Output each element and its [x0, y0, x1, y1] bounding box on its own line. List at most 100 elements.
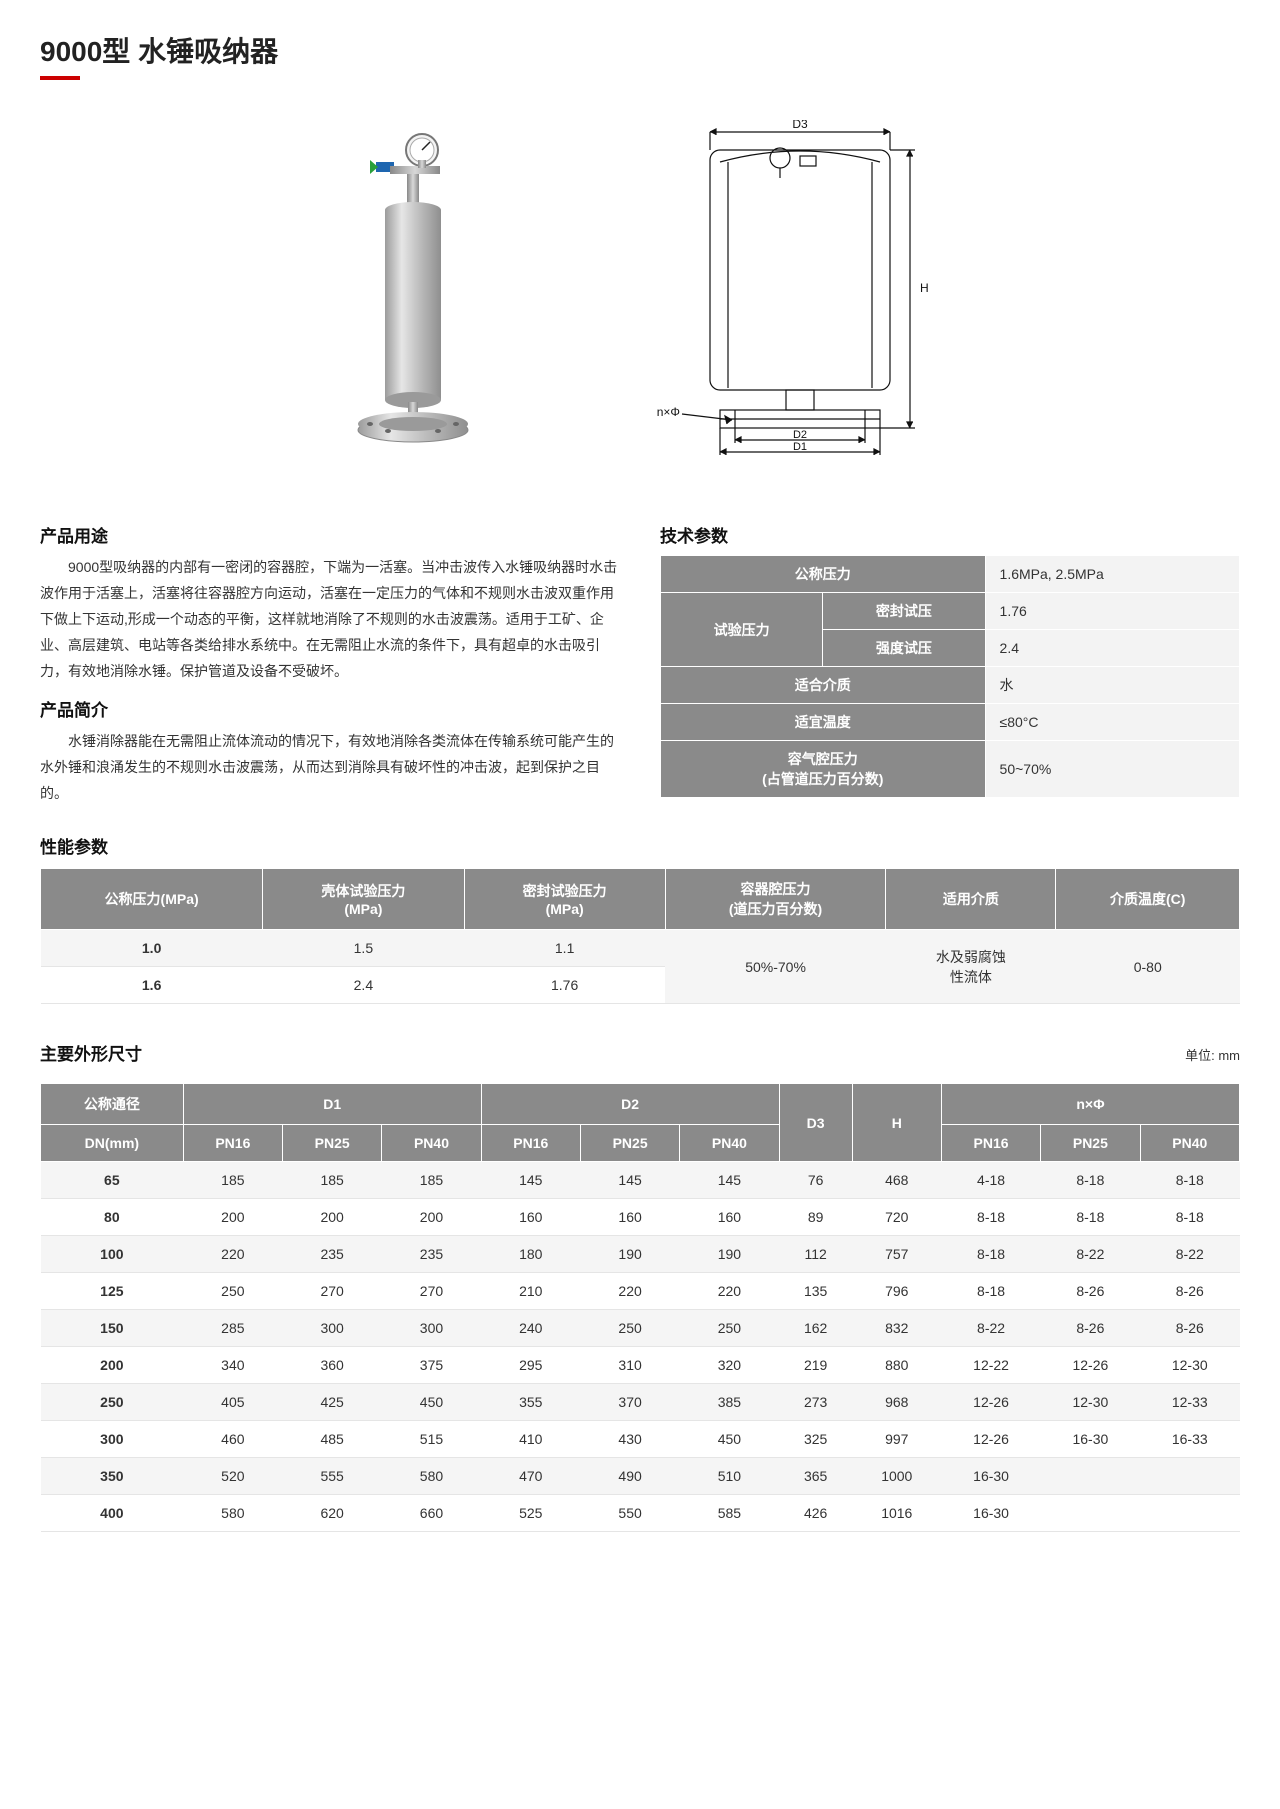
- cell: 220: [680, 1273, 779, 1310]
- cell: 720: [852, 1199, 941, 1236]
- cell: 525: [481, 1495, 580, 1532]
- top-images-row: D3 H n×Φ: [40, 110, 1240, 480]
- cell: 426: [779, 1495, 852, 1532]
- cell: 16-30: [941, 1495, 1040, 1532]
- cell: 968: [852, 1384, 941, 1421]
- cell: 250: [183, 1273, 282, 1310]
- cell: 320: [680, 1347, 779, 1384]
- cell: 16-33: [1140, 1421, 1239, 1458]
- cell: 273: [779, 1384, 852, 1421]
- table-header-row: 公称通径 D1 D2 D3 H n×Φ: [41, 1084, 1240, 1125]
- cell: 190: [680, 1236, 779, 1273]
- cell: 485: [283, 1421, 382, 1458]
- cell: 375: [382, 1347, 481, 1384]
- cell: 240: [481, 1310, 580, 1347]
- section-dims-heading: 主要外形尺寸: [40, 1040, 142, 1065]
- cell: 12-33: [1140, 1384, 1239, 1421]
- cell: [1041, 1495, 1140, 1532]
- cell: 400: [41, 1495, 184, 1532]
- tech-value: 水: [985, 667, 1239, 704]
- cell: 385: [680, 1384, 779, 1421]
- col-header: PN16: [183, 1125, 282, 1162]
- cell: 185: [183, 1162, 282, 1199]
- cell: 270: [283, 1273, 382, 1310]
- table-row: 20034036037529531032021988012-2212-2612-…: [41, 1347, 1240, 1384]
- cell: 405: [183, 1384, 282, 1421]
- cell: 490: [580, 1458, 679, 1495]
- table-row: 1502853003002402502501628328-228-268-26: [41, 1310, 1240, 1347]
- cell: 220: [183, 1236, 282, 1273]
- cell: 8-18: [1140, 1199, 1239, 1236]
- cell: 200: [382, 1199, 481, 1236]
- cell: 135: [779, 1273, 852, 1310]
- dims-unit-label: 单位: mm: [1185, 1045, 1240, 1064]
- cell: 80: [41, 1199, 184, 1236]
- cell: 585: [680, 1495, 779, 1532]
- cell: 250: [680, 1310, 779, 1347]
- cell: 16-30: [1041, 1421, 1140, 1458]
- col-header: 容器腔压力 (道压力百分数): [665, 869, 886, 930]
- cell: 16-30: [941, 1458, 1040, 1495]
- table-row: 1002202352351801901901127578-188-228-22: [41, 1236, 1240, 1273]
- cell: 450: [680, 1421, 779, 1458]
- cell: 12-30: [1041, 1384, 1140, 1421]
- cell: 150: [41, 1310, 184, 1347]
- cell: 210: [481, 1273, 580, 1310]
- col-group: D3: [779, 1084, 852, 1162]
- cell: 880: [852, 1347, 941, 1384]
- cell: 65: [41, 1162, 184, 1199]
- cell: 550: [580, 1495, 679, 1532]
- cell: 76: [779, 1162, 852, 1199]
- cell: 340: [183, 1347, 282, 1384]
- cell: 235: [382, 1236, 481, 1273]
- title-model: 9000: [40, 36, 102, 67]
- cell: [1140, 1495, 1239, 1532]
- page-title: 9000型 水锤吸纳器: [40, 30, 1240, 70]
- cell: 8-18: [941, 1236, 1040, 1273]
- cell: 580: [382, 1458, 481, 1495]
- cell: 89: [779, 1199, 852, 1236]
- table-header-row: 公称压力(MPa) 壳体试验压力 (MPa) 密封试验压力 (MPa) 容器腔压…: [41, 869, 1240, 930]
- cell: 235: [283, 1236, 382, 1273]
- cell: 1.6: [41, 967, 263, 1004]
- cell: 8-18: [1041, 1199, 1140, 1236]
- table-row: 400580620660525550585426101616-30: [41, 1495, 1240, 1532]
- table-row: 350520555580470490510365100016-30: [41, 1458, 1240, 1495]
- cell: 325: [779, 1421, 852, 1458]
- cell: 219: [779, 1347, 852, 1384]
- cell: 832: [852, 1310, 941, 1347]
- table-row: 30046048551541043045032599712-2616-3016-…: [41, 1421, 1240, 1458]
- diagram-label-nphi: n×Φ: [657, 405, 680, 419]
- intro-paragraph: 水锤消除器能在无需阻止流体流动的情况下，有效地消除各类流体在传输系统可能产生的水…: [40, 729, 620, 807]
- cell: 757: [852, 1236, 941, 1273]
- table-subheader-row: DN(mm) PN16 PN25 PN40 PN16 PN25 PN40 PN1…: [41, 1125, 1240, 1162]
- cell: 997: [852, 1421, 941, 1458]
- product-illustration: [310, 130, 510, 460]
- cell: 425: [283, 1384, 382, 1421]
- cell: 8-18: [941, 1199, 1040, 1236]
- tech-label: 公称压力: [661, 556, 986, 593]
- cell: 370: [580, 1384, 679, 1421]
- cell: 50%-70%: [665, 930, 886, 1004]
- cell: 8-26: [1140, 1273, 1239, 1310]
- diagram-label-d1: D1: [793, 441, 807, 453]
- tech-value: 1.76: [985, 593, 1239, 630]
- col-header: PN25: [283, 1125, 382, 1162]
- cell: 250: [580, 1310, 679, 1347]
- cell: 145: [481, 1162, 580, 1199]
- col-group: 公称通径: [41, 1084, 184, 1125]
- title-suffix: 型 水锤吸纳器: [102, 36, 278, 67]
- cell: 285: [183, 1310, 282, 1347]
- section-tech-heading: 技术参数: [660, 522, 1240, 547]
- col-header: 公称压力(MPa): [41, 869, 263, 930]
- tech-label: 适宜温度: [661, 704, 986, 741]
- table-row: 1252502702702102202201357968-188-268-26: [41, 1273, 1240, 1310]
- cell: 12-30: [1140, 1347, 1239, 1384]
- cell: 350: [41, 1458, 184, 1495]
- cell: 300: [382, 1310, 481, 1347]
- col-header: PN16: [481, 1125, 580, 1162]
- cell: 4-18: [941, 1162, 1040, 1199]
- title-underline: [40, 76, 80, 80]
- cell: 180: [481, 1236, 580, 1273]
- cell: 125: [41, 1273, 184, 1310]
